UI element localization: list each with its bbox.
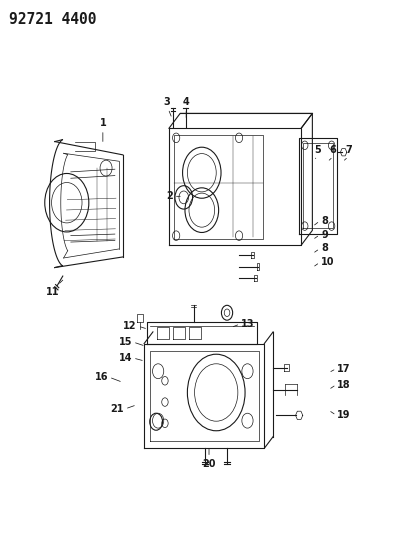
Text: 1: 1 [99, 118, 106, 128]
Text: 20: 20 [202, 459, 215, 469]
Text: 92721 4400: 92721 4400 [9, 12, 96, 27]
Text: 19: 19 [336, 410, 350, 421]
Text: 14: 14 [118, 353, 132, 363]
Text: 21: 21 [110, 404, 124, 414]
Text: 16: 16 [94, 372, 108, 382]
Text: 13: 13 [241, 319, 254, 329]
Text: 8: 8 [320, 244, 327, 253]
Text: 6: 6 [329, 145, 336, 155]
Text: 2: 2 [166, 191, 172, 201]
Text: 9: 9 [320, 230, 327, 240]
Text: 11: 11 [46, 287, 59, 297]
Text: 17: 17 [336, 364, 350, 374]
Text: 3: 3 [163, 97, 170, 107]
Text: 18: 18 [336, 379, 350, 390]
Text: 7: 7 [344, 145, 351, 155]
Text: 8: 8 [320, 216, 327, 226]
Text: 4: 4 [182, 97, 189, 107]
Text: 5: 5 [314, 145, 320, 155]
Text: 10: 10 [320, 257, 334, 267]
Text: 12: 12 [123, 321, 137, 331]
Text: 15: 15 [118, 337, 132, 347]
